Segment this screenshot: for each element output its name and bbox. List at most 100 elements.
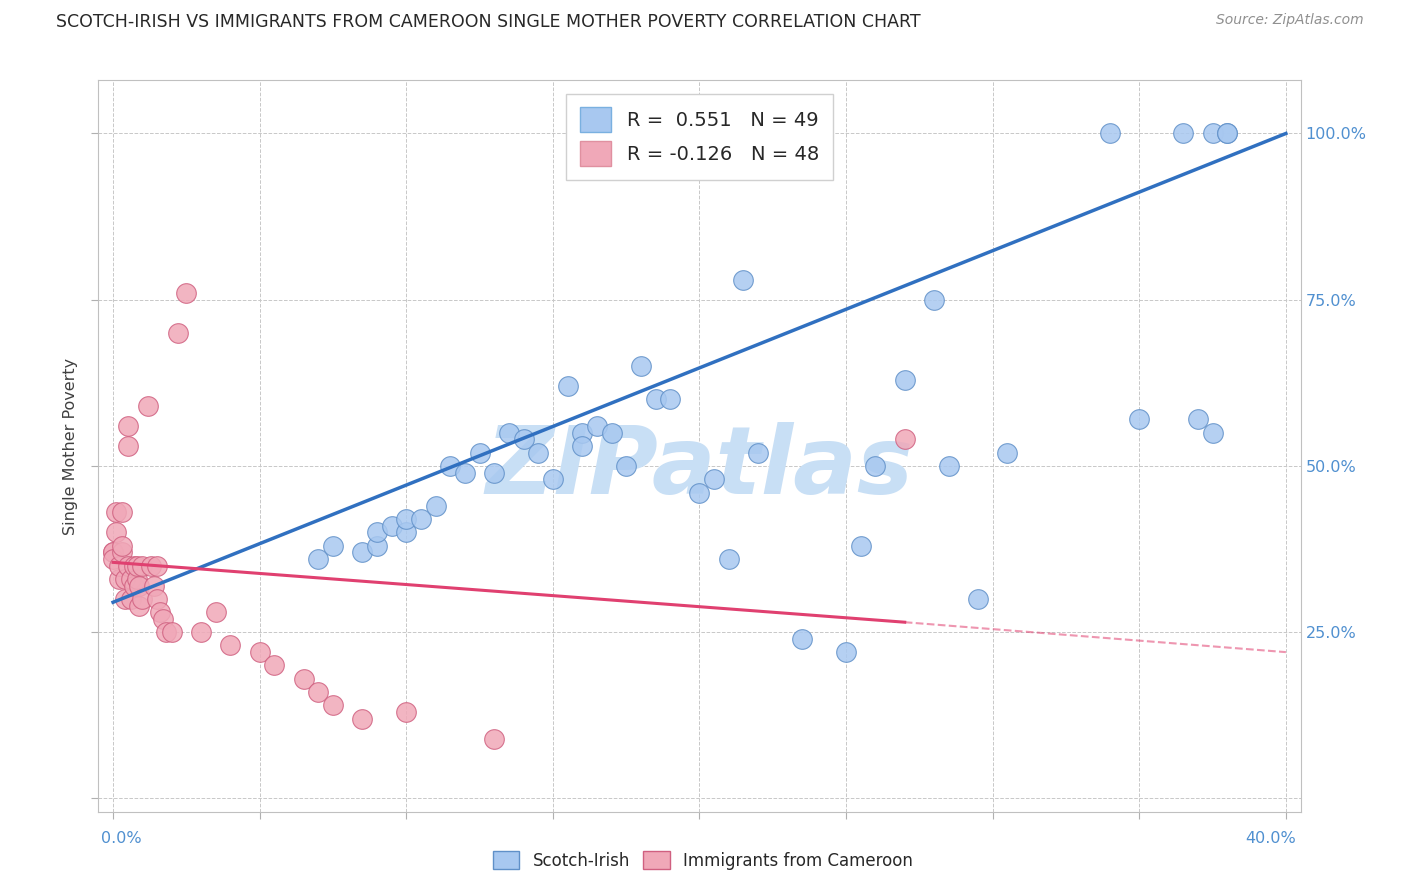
Point (152, 612, 174, 626)
Text: Source: ZipAtlas.com: Source: ZipAtlas.com (1216, 13, 1364, 28)
Point (111, 539, 134, 553)
Point (117, 439, 139, 453)
Point (352, 712, 374, 726)
Point (1187, 412, 1209, 426)
Point (938, 458, 960, 473)
Point (143, 579, 166, 593)
Point (703, 472, 725, 486)
Point (381, 518, 404, 533)
Y-axis label: Single Mother Poverty: Single Mother Poverty (63, 358, 79, 534)
Point (689, 485, 711, 500)
Point (322, 539, 344, 553)
Point (571, 439, 593, 453)
Point (105, 506, 128, 520)
Point (136, 399, 159, 413)
Point (108, 558, 131, 573)
Point (122, 579, 145, 593)
Point (484, 731, 506, 746)
Text: ZIPatlas: ZIPatlas (485, 422, 914, 514)
Point (219, 639, 242, 653)
Point (468, 445, 491, 459)
Point (117, 558, 139, 573)
Point (454, 466, 477, 480)
Point (120, 572, 142, 586)
Point (128, 599, 150, 613)
Point (512, 433, 534, 447)
Point (865, 458, 887, 473)
Point (117, 419, 139, 434)
Point (835, 645, 858, 659)
Point (155, 625, 177, 640)
Point (571, 425, 593, 440)
Point (101, 552, 124, 566)
Point (166, 326, 188, 340)
Point (1201, 127, 1223, 141)
Point (307, 685, 329, 699)
Point (395, 512, 418, 526)
Point (995, 445, 1018, 459)
Point (263, 658, 285, 673)
Point (409, 512, 432, 526)
Point (101, 545, 124, 559)
Point (292, 672, 315, 686)
Point (425, 499, 447, 513)
Point (557, 379, 579, 393)
Point (366, 525, 388, 540)
Point (125, 558, 148, 573)
Point (747, 445, 769, 459)
Point (893, 372, 915, 386)
Point (146, 591, 169, 606)
Point (659, 392, 682, 407)
Point (120, 591, 142, 606)
Point (322, 698, 344, 713)
Point (114, 572, 136, 586)
Point (644, 392, 666, 407)
Point (149, 605, 172, 619)
Point (1128, 412, 1150, 426)
Point (122, 558, 145, 573)
Point (108, 572, 131, 586)
Point (586, 419, 609, 434)
Point (366, 539, 388, 553)
Point (146, 558, 169, 573)
Point (307, 552, 329, 566)
Point (395, 705, 418, 719)
Text: 0.0%: 0.0% (101, 831, 142, 846)
Legend: Scotch-Irish, Immigrants from Cameroon: Scotch-Irish, Immigrants from Cameroon (486, 845, 920, 877)
Point (527, 445, 550, 459)
Point (967, 591, 990, 606)
Point (101, 545, 124, 559)
Point (249, 645, 271, 659)
Point (849, 539, 872, 553)
Point (1201, 425, 1223, 440)
Point (125, 572, 148, 586)
Point (893, 433, 915, 447)
Point (204, 605, 226, 619)
Point (111, 545, 134, 559)
Point (114, 591, 136, 606)
Point (131, 558, 153, 573)
Point (352, 545, 374, 559)
Point (105, 525, 128, 540)
Point (1216, 127, 1239, 141)
Point (190, 625, 212, 640)
Point (484, 466, 506, 480)
Point (160, 625, 183, 640)
Point (131, 591, 153, 606)
Point (1173, 127, 1195, 141)
Point (630, 359, 652, 374)
Point (790, 632, 813, 646)
Point (614, 458, 637, 473)
Point (439, 458, 461, 473)
Point (1098, 127, 1121, 141)
Point (176, 286, 198, 301)
Point (717, 552, 740, 566)
Legend: R =  0.551   N = 49, R = -0.126   N = 48: R = 0.551 N = 49, R = -0.126 N = 48 (567, 94, 832, 179)
Point (600, 425, 623, 440)
Point (498, 425, 520, 440)
Point (141, 558, 163, 573)
Point (541, 472, 564, 486)
Text: 40.0%: 40.0% (1246, 831, 1296, 846)
Text: SCOTCH-IRISH VS IMMIGRANTS FROM CAMEROON SINGLE MOTHER POVERTY CORRELATION CHART: SCOTCH-IRISH VS IMMIGRANTS FROM CAMEROON… (56, 13, 921, 31)
Point (922, 293, 945, 307)
